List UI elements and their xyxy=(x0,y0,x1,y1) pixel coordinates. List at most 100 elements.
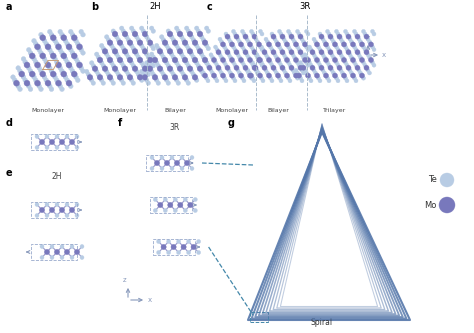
Circle shape xyxy=(346,34,351,39)
Circle shape xyxy=(102,49,108,54)
Circle shape xyxy=(295,61,300,65)
Circle shape xyxy=(264,37,268,41)
Circle shape xyxy=(348,53,352,57)
Circle shape xyxy=(204,26,209,30)
Circle shape xyxy=(181,244,186,250)
Circle shape xyxy=(350,58,356,63)
Circle shape xyxy=(339,53,343,57)
Circle shape xyxy=(182,57,188,63)
Circle shape xyxy=(238,73,244,78)
Circle shape xyxy=(147,57,153,63)
Circle shape xyxy=(363,63,367,67)
Circle shape xyxy=(371,29,374,33)
Circle shape xyxy=(173,197,177,201)
Circle shape xyxy=(149,26,154,30)
Circle shape xyxy=(335,76,338,80)
Circle shape xyxy=(192,75,198,80)
Circle shape xyxy=(131,29,136,33)
Circle shape xyxy=(77,62,82,68)
Circle shape xyxy=(75,60,80,64)
Circle shape xyxy=(45,146,49,150)
Circle shape xyxy=(167,66,173,72)
Circle shape xyxy=(187,66,193,72)
Circle shape xyxy=(326,76,329,80)
Text: 3R: 3R xyxy=(170,123,180,132)
Circle shape xyxy=(260,48,264,52)
Circle shape xyxy=(65,213,69,217)
Circle shape xyxy=(234,34,239,39)
Circle shape xyxy=(142,66,148,72)
Circle shape xyxy=(119,78,124,82)
Circle shape xyxy=(200,68,204,72)
Circle shape xyxy=(145,69,149,74)
Circle shape xyxy=(149,69,154,74)
Circle shape xyxy=(117,57,123,63)
Circle shape xyxy=(321,53,325,57)
Circle shape xyxy=(300,37,304,41)
Circle shape xyxy=(47,66,52,70)
Circle shape xyxy=(328,65,333,70)
Circle shape xyxy=(274,40,279,44)
Circle shape xyxy=(171,38,175,42)
Circle shape xyxy=(141,46,146,51)
Circle shape xyxy=(326,45,329,49)
Circle shape xyxy=(277,45,282,49)
Circle shape xyxy=(161,38,165,42)
Circle shape xyxy=(39,51,43,55)
Bar xyxy=(150,197,192,213)
Text: 2H: 2H xyxy=(149,2,161,11)
Circle shape xyxy=(168,202,173,207)
Circle shape xyxy=(197,250,201,254)
Circle shape xyxy=(238,42,244,47)
Circle shape xyxy=(246,55,250,59)
Circle shape xyxy=(336,32,340,36)
Circle shape xyxy=(129,78,134,82)
Circle shape xyxy=(187,31,193,37)
Circle shape xyxy=(255,40,259,44)
Circle shape xyxy=(194,78,199,82)
Circle shape xyxy=(104,52,109,56)
Text: 2H: 2H xyxy=(52,172,62,181)
Circle shape xyxy=(277,29,282,33)
Circle shape xyxy=(181,38,185,42)
Circle shape xyxy=(201,72,206,77)
Circle shape xyxy=(288,63,292,67)
Circle shape xyxy=(190,52,194,56)
Circle shape xyxy=(151,46,155,51)
Circle shape xyxy=(45,202,49,206)
Circle shape xyxy=(174,161,180,166)
Circle shape xyxy=(16,66,20,70)
Circle shape xyxy=(220,42,226,47)
Circle shape xyxy=(187,239,191,243)
Circle shape xyxy=(354,48,358,52)
Circle shape xyxy=(47,48,52,52)
Circle shape xyxy=(94,69,99,74)
Circle shape xyxy=(45,213,49,217)
Circle shape xyxy=(14,80,19,86)
Circle shape xyxy=(366,68,370,72)
Circle shape xyxy=(349,71,354,75)
Circle shape xyxy=(146,55,151,59)
Circle shape xyxy=(101,46,106,51)
Circle shape xyxy=(323,58,328,63)
Circle shape xyxy=(301,40,305,44)
Circle shape xyxy=(190,156,194,160)
Circle shape xyxy=(321,37,325,41)
Circle shape xyxy=(234,65,239,70)
Circle shape xyxy=(242,48,246,52)
Circle shape xyxy=(201,55,206,59)
Circle shape xyxy=(119,61,124,65)
Circle shape xyxy=(348,68,352,72)
Circle shape xyxy=(61,35,67,41)
Circle shape xyxy=(313,71,318,75)
Circle shape xyxy=(298,34,303,39)
Circle shape xyxy=(310,50,315,55)
Circle shape xyxy=(122,31,128,37)
Circle shape xyxy=(100,43,104,48)
Circle shape xyxy=(231,45,236,49)
Circle shape xyxy=(243,50,248,55)
Circle shape xyxy=(219,55,223,59)
Circle shape xyxy=(182,40,188,46)
Circle shape xyxy=(49,32,54,37)
Circle shape xyxy=(216,65,221,70)
